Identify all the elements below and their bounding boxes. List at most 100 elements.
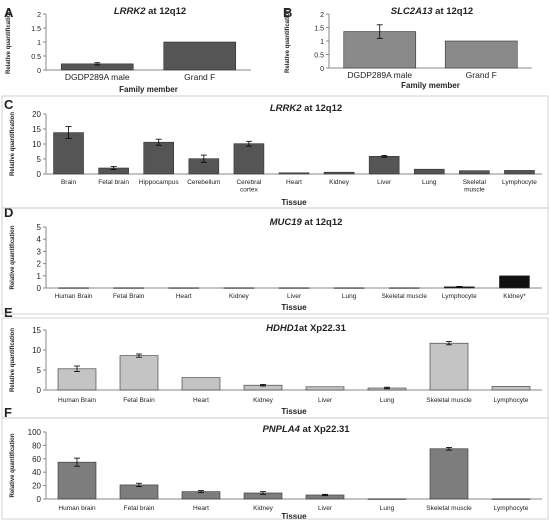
- y-tick-label: 0: [37, 495, 42, 504]
- chart-title-gene: HDHD1: [266, 323, 299, 334]
- x-tick-label: Skeletal muscle: [426, 505, 472, 512]
- y-tick-label: 0: [37, 68, 41, 75]
- x-tick-label-line: Skeletal: [463, 179, 487, 186]
- panel-d: D MUC19 at 12q12 0 1 2 3 4 5 Relative quantifica…: [4, 205, 542, 312]
- bar: [119, 484, 159, 500]
- x-tick-label: Fetal brain: [98, 179, 129, 186]
- bar: [491, 386, 531, 391]
- x-tick-label: Cerebral cortex: [236, 179, 261, 194]
- bar: [413, 168, 445, 175]
- x-tick-label-line: Kidney: [253, 397, 274, 404]
- bar: [305, 386, 345, 391]
- x-axis-label: Tissue: [281, 407, 307, 416]
- x-tick-label: Heart: [193, 397, 209, 404]
- chart-title-gene: LRRK2: [270, 103, 302, 114]
- bar: [163, 41, 237, 71]
- bar: [53, 132, 84, 175]
- x-tick-label-line: Skeletal muscle: [426, 505, 472, 512]
- x-tick-label-line: Lung: [380, 505, 395, 512]
- x-tick-label-line: Heart: [176, 293, 192, 300]
- x-tick-label-line: Kidney: [253, 505, 274, 512]
- x-tick-label-line: DGDP289A male: [347, 70, 412, 80]
- x-tick-label: Liver: [318, 505, 333, 512]
- panel-frame: [1, 417, 549, 520]
- y-tick-label: 3: [37, 247, 42, 256]
- x-tick-label-line: Fetal Brain: [123, 397, 155, 404]
- x-axis-label: Family member: [119, 85, 178, 94]
- x-tick-label-line: Liver: [287, 293, 302, 300]
- panel-b: B SLC2A13 at 12q12 0 0.5 1 1.5 2 Relative quant…: [283, 5, 532, 90]
- x-tick-label-line: Lymphocyte: [494, 505, 529, 512]
- x-tick-label: Fetal Brain: [113, 293, 145, 300]
- x-tick-label-line: Hippocampus: [139, 179, 179, 186]
- x-tick-label-line: Brain: [61, 179, 77, 186]
- bar: [323, 171, 355, 175]
- x-tick-label: Skeletal muscle: [463, 179, 487, 194]
- x-tick-label-line: Cerebellum: [187, 179, 220, 186]
- x-tick-label: Skeletal muscle: [381, 293, 427, 300]
- x-tick-label: Hippocampus: [139, 179, 179, 186]
- x-tick-label: Lung: [422, 179, 437, 186]
- y-tick-label: 5: [37, 223, 42, 232]
- x-tick-label: Lymphocyte: [494, 397, 529, 404]
- x-tick-label-line: Lymphocyte: [494, 397, 529, 404]
- bar: [429, 342, 469, 391]
- y-tick-label: 2: [320, 12, 324, 19]
- y-tick-label: 2: [37, 260, 42, 269]
- x-axis-label: Tissue: [281, 198, 307, 207]
- x-tick-label: Kidney*: [503, 293, 526, 300]
- bar: [113, 287, 144, 289]
- y-axis-label: Relative quantification: [10, 225, 16, 289]
- x-tick-label: Lymphocyte: [494, 505, 529, 512]
- chart-title-locus: at 12q12: [433, 6, 474, 17]
- bar: [429, 448, 469, 500]
- x-tick-label: DGDP289A male: [65, 72, 130, 82]
- bar: [278, 287, 310, 289]
- x-tick-label: Kidney: [253, 505, 274, 512]
- x-tick-label: Lung: [380, 505, 395, 512]
- panel-a: A LRRK2 at 12q12 0 0.5 1 1.5 2 Relative quantif…: [4, 5, 251, 94]
- x-tick-label-line: Liver: [377, 179, 392, 186]
- x-tick-label-line: Fetal brain: [124, 505, 155, 512]
- y-tick-label: 80: [32, 441, 41, 450]
- panel-label: D: [4, 205, 13, 220]
- chart-title-locus: at Xp22.31: [299, 323, 347, 334]
- chart-title: MUC19 at 12q12: [270, 217, 343, 228]
- x-tick-label: Lymphocyte: [502, 179, 537, 186]
- x-tick-label-line: Human Brain: [58, 397, 96, 404]
- x-tick-label-line: Liver: [318, 505, 333, 512]
- chart-title-gene: MUC19: [270, 217, 303, 228]
- x-tick-label: Liver: [318, 397, 333, 404]
- x-tick-label-line: Kidney*: [503, 293, 526, 300]
- x-axis-label: Family member: [401, 81, 460, 90]
- chart-title-locus: at 12q12: [302, 217, 343, 228]
- y-tick-label: 5: [37, 155, 42, 164]
- x-tick-label-line: DGDP289A male: [65, 72, 130, 82]
- chart-title-locus: at 12q12: [302, 103, 343, 114]
- bar: [459, 170, 490, 175]
- panel-frame: [1, 207, 549, 315]
- bar: [367, 498, 407, 500]
- bar: [444, 40, 518, 69]
- x-tick-label-line: Kidney: [329, 179, 350, 186]
- x-tick-label: Fetal Brain: [123, 397, 155, 404]
- x-tick-label: Kidney: [329, 179, 350, 186]
- y-tick-label: 60: [32, 455, 41, 464]
- y-axis-label: Relative quantification: [285, 9, 291, 73]
- x-tick-label-line: Lung: [342, 293, 357, 300]
- panel-f: F PNPLA4 at Xp22.31 0 20 40 60 80 100 Relative q…: [4, 405, 542, 521]
- x-tick-label-line: Lymphocyte: [442, 293, 477, 300]
- x-tick-label-line: Skeletal muscle: [381, 293, 427, 300]
- x-tick-label-line: Human Brain: [55, 293, 93, 300]
- x-tick-label: Brain: [61, 179, 77, 186]
- x-tick-label: Liver: [377, 179, 392, 186]
- y-tick-label: 20: [32, 110, 41, 119]
- y-tick-label: 40: [32, 468, 41, 477]
- panel-e: E HDHD1at Xp22.31 0 5 10 15 Relative quantific…: [4, 305, 542, 416]
- x-tick-label: Grand F: [466, 70, 497, 80]
- x-axis-label: Tissue: [281, 303, 307, 312]
- y-tick-label: 0.5: [31, 54, 41, 61]
- y-tick-label: 15: [32, 125, 41, 134]
- bar: [233, 143, 265, 175]
- chart-title-locus: at Xp22.31: [300, 424, 350, 435]
